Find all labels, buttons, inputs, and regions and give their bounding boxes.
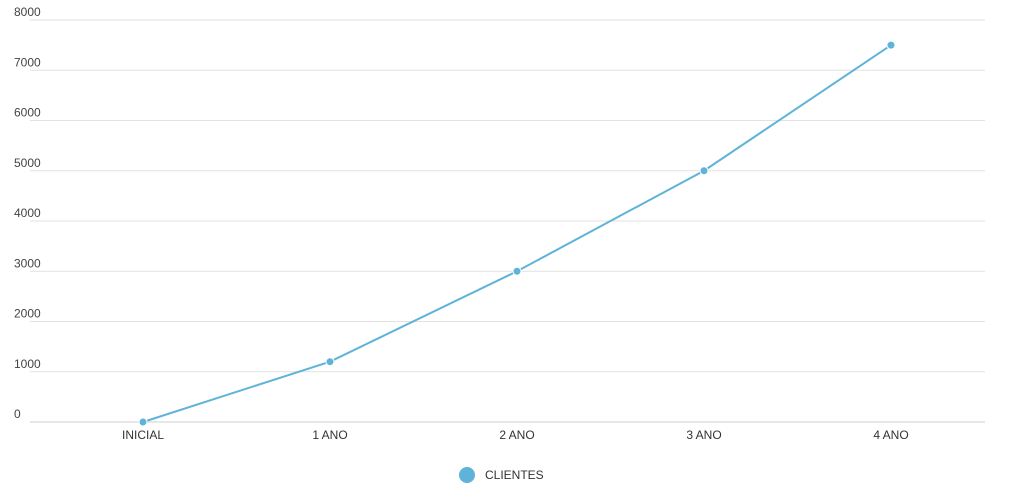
- data-point[interactable]: [138, 417, 148, 427]
- data-point[interactable]: [512, 266, 522, 276]
- y-tick-label: 2000: [14, 307, 41, 321]
- legend-marker[interactable]: [459, 467, 475, 483]
- legend-label[interactable]: CLIENTES: [485, 468, 544, 482]
- y-tick-label: 7000: [14, 55, 41, 69]
- series-lines: [138, 40, 896, 427]
- y-tick-label: 0: [14, 407, 21, 421]
- series-line-clientes: [142, 44, 892, 423]
- y-axis-ticks: 0 1000 2000 3000 4000 5000 6000 7000 8000: [14, 5, 41, 421]
- grid-lines: [30, 19, 985, 423]
- x-tick-label: 3 ANO: [686, 428, 721, 442]
- y-tick-label: 1000: [14, 357, 41, 371]
- legend[interactable]: CLIENTES: [459, 467, 544, 483]
- data-point[interactable]: [699, 166, 709, 176]
- x-tick-label: 1 ANO: [312, 428, 347, 442]
- x-tick-label: 4 ANO: [873, 428, 908, 442]
- y-tick-label: 3000: [14, 256, 41, 270]
- data-point[interactable]: [325, 357, 335, 367]
- y-tick-label: 5000: [14, 156, 41, 170]
- y-tick-label: 4000: [14, 206, 41, 220]
- x-axis-ticks: INICIAL 1 ANO 2 ANO 3 ANO 4 ANO: [122, 428, 909, 442]
- y-tick-label: 6000: [14, 106, 41, 120]
- x-tick-label: INICIAL: [122, 428, 164, 442]
- x-tick-label: 2 ANO: [499, 428, 534, 442]
- y-tick-label: 8000: [14, 5, 41, 19]
- data-point[interactable]: [886, 40, 896, 50]
